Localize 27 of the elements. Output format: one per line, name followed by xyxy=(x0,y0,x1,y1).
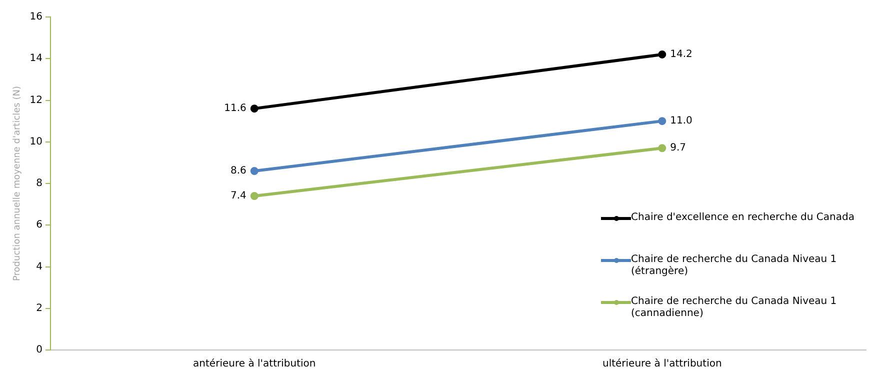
point xyxy=(250,192,258,200)
data-label: 8.6 xyxy=(230,166,246,177)
y-tick-label: 16 xyxy=(30,12,43,23)
y-tick-label: 0 xyxy=(36,344,43,356)
y-tick-label: 14 xyxy=(30,53,43,64)
y-tick-label: 4 xyxy=(36,261,43,272)
data-label: 9.7 xyxy=(670,142,686,154)
legend-label: Chaire de recherche du Canada Niveau 1 (étrangère) xyxy=(631,254,838,278)
point xyxy=(250,104,258,113)
x-tick-label: ultérieure à l'attribution xyxy=(602,358,722,370)
data-label: 11.6 xyxy=(224,103,246,114)
y-tick-label: 2 xyxy=(36,302,43,314)
y-axis-title: Production annuelle moyenne d'articles (N) xyxy=(12,86,23,281)
data-label: 7.4 xyxy=(230,190,246,202)
point xyxy=(658,50,666,58)
point xyxy=(250,167,258,176)
data-label: 14.2 xyxy=(670,49,692,60)
y-tick-label: 8 xyxy=(36,178,43,190)
y-tick-label: 10 xyxy=(30,136,43,148)
legend-label: Chaire de recherche du Canada Niveau 1 (cannadienne) xyxy=(631,296,838,320)
y-tick-label: 6 xyxy=(36,220,43,231)
y-tick-label: 12 xyxy=(30,94,43,106)
x-tick-label: antérieure à l'attribution xyxy=(193,358,316,370)
data-label: 11.0 xyxy=(670,116,692,127)
point xyxy=(658,144,666,152)
point xyxy=(658,117,666,126)
legend-label: Chaire d'excellence en recherche du Canada xyxy=(631,212,854,224)
